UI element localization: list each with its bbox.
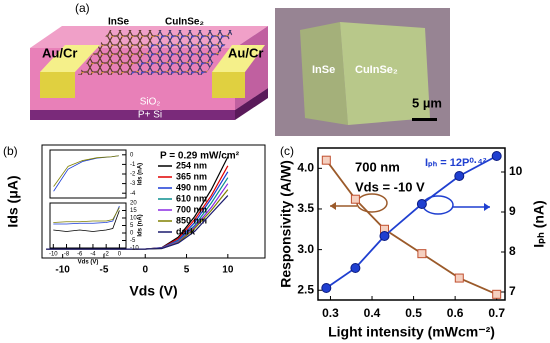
x-tick-label: 0 xyxy=(118,252,122,258)
y-tick-label: 4.0 xyxy=(297,160,314,174)
point xyxy=(454,171,465,181)
y-tick-label: 7 xyxy=(509,284,516,298)
device-schematic xyxy=(30,26,268,120)
flake-label: InSe xyxy=(312,64,335,76)
panel-label: (b) xyxy=(3,144,18,158)
annotation: Vds = -10 V xyxy=(355,179,425,194)
series-line xyxy=(46,195,229,250)
point xyxy=(321,155,331,165)
panel-label: (c) xyxy=(280,144,294,158)
legend-label: 700 nm xyxy=(176,204,207,214)
y-tick-label: -5 xyxy=(130,238,136,244)
annotation: P = 0.29 mW/cm² xyxy=(160,151,240,162)
series-line xyxy=(325,155,498,289)
layer-label: SiO₂ xyxy=(140,97,161,108)
point xyxy=(417,249,427,259)
y-tick-label: 8 xyxy=(509,244,516,258)
legend-label: 490 nm xyxy=(176,182,207,192)
y-axis-label: Ids (nA) xyxy=(138,163,144,185)
y-tick-label: 10 xyxy=(509,164,523,178)
x-tick-label: -4 xyxy=(90,252,96,258)
y-tick-label: -1 xyxy=(130,162,136,168)
y2-axis-label: Iₚₕ (nA) xyxy=(531,200,547,247)
series-line xyxy=(53,205,120,225)
point xyxy=(350,194,360,204)
x-tick-label: -8 xyxy=(64,252,70,258)
y-axis-label: Responsivity (A/W) xyxy=(278,160,294,288)
x-tick-label: 0.5 xyxy=(405,306,422,320)
layer-label: P+ Si xyxy=(138,110,162,121)
plot-frame xyxy=(317,147,506,301)
y-tick-label: 10 xyxy=(130,216,137,222)
y-tick-label: -4 xyxy=(130,191,136,197)
point xyxy=(379,231,390,241)
plot-frame xyxy=(41,144,266,259)
point xyxy=(492,289,502,299)
y-tick-label: 9 xyxy=(509,204,516,218)
x-tick-label: -2 xyxy=(104,252,110,258)
flake-label: InSe xyxy=(108,17,130,28)
x-tick-label: -6 xyxy=(77,252,83,258)
x-tick-label: 0 xyxy=(142,265,148,276)
y-tick-label: 5 xyxy=(130,223,134,229)
y-tick-label: 0 xyxy=(130,231,134,237)
x-tick-label: 0.3 xyxy=(322,306,339,320)
series-line xyxy=(53,210,120,232)
annotation: 700 nm xyxy=(355,159,400,174)
series-line xyxy=(53,155,119,187)
optical-image xyxy=(275,8,450,136)
x-tick-label: 0.7 xyxy=(488,306,505,320)
x-tick-label: 0.6 xyxy=(447,306,464,320)
panel-label: (a) xyxy=(75,1,90,15)
x-tick-label: -5 xyxy=(99,265,108,276)
flake-label: CuInSe₂ xyxy=(355,64,398,76)
point xyxy=(350,263,361,273)
electrode-label: Au/Cr xyxy=(42,45,77,60)
y-tick-label: 20 xyxy=(130,201,137,207)
legend-label: dark xyxy=(176,226,196,236)
scale-bar-label: 5 µm xyxy=(412,95,442,110)
y-tick-label: -3 xyxy=(130,181,136,187)
y-axis-label: Ids (nA) xyxy=(138,214,144,236)
x-axis-label: Vds (V) xyxy=(78,260,99,266)
y-tick-label: 3.0 xyxy=(297,242,314,256)
x-axis-label: Light intensity (mWcm⁻²) xyxy=(328,324,495,340)
y-tick-label: 15 xyxy=(130,208,137,214)
plot-frame xyxy=(49,149,127,199)
y-tick-label: 0 xyxy=(130,152,134,158)
point xyxy=(454,273,464,283)
x-tick-label: -10 xyxy=(55,265,70,276)
point xyxy=(491,151,502,161)
y-tick-label: 2.5 xyxy=(297,282,314,296)
annotation: Iₚₕ = 12P⁰·⁴² xyxy=(425,157,487,169)
plot-frame xyxy=(49,202,127,249)
y-tick-label: 3.5 xyxy=(297,201,314,215)
point xyxy=(321,283,332,293)
legend-label: 365 nm xyxy=(176,171,207,181)
flake-label: CuInSe₂ xyxy=(165,17,204,28)
legend-label: 254 nm xyxy=(176,160,207,170)
legend-label: 850 nm xyxy=(176,215,207,225)
series-line xyxy=(53,207,120,223)
series-line xyxy=(325,159,498,296)
x-tick-label: 5 xyxy=(184,265,190,276)
x-axis-label: Vds (V) xyxy=(129,283,177,299)
x-tick-label: 10 xyxy=(222,265,234,276)
y-axis-label: Ids (μA) xyxy=(5,175,21,227)
point xyxy=(416,199,427,209)
y-tick-label: -2 xyxy=(130,172,136,178)
legend-label: 610 nm xyxy=(176,193,207,203)
electrode-label: Au/Cr xyxy=(228,45,263,60)
x-tick-label: 0.4 xyxy=(364,306,381,320)
y-tick-label: -10 xyxy=(130,246,139,252)
x-tick-label: -10 xyxy=(49,252,58,258)
